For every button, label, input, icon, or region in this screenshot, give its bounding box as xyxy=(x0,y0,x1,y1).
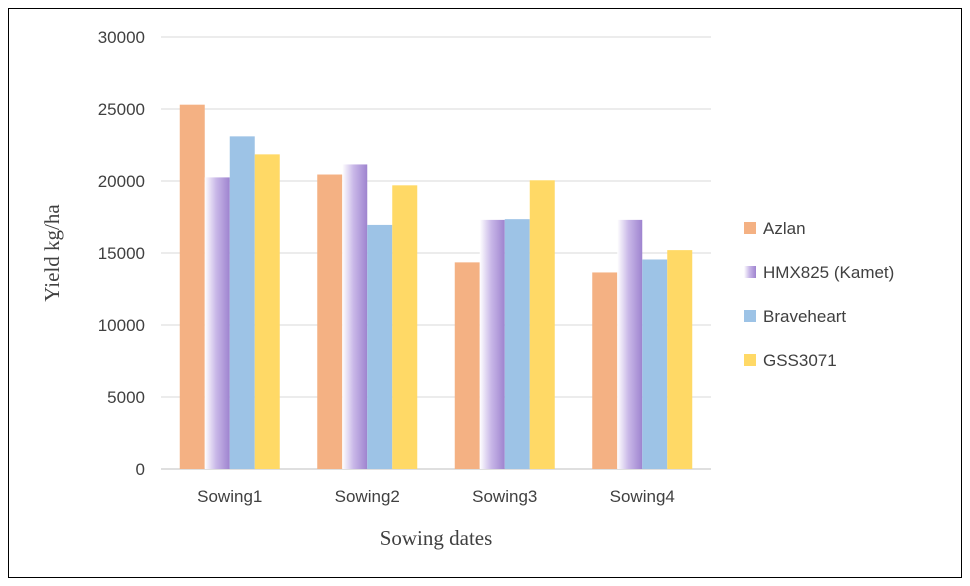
bar-braveheart-sowing4 xyxy=(642,259,668,469)
bar-chart: 0 5000 10000 15000 20000 25000 30000 Sowing1 Sow… xyxy=(40,28,894,550)
y-tick-label: 0 xyxy=(136,460,145,479)
bar-azlan-sowing2 xyxy=(317,174,343,469)
y-tick-label: 20000 xyxy=(98,172,145,191)
legend-label: HMX825 (Kamet) xyxy=(763,263,894,282)
y-tick-label: 30000 xyxy=(98,28,145,47)
bar-gss3071-sowing1 xyxy=(254,154,280,470)
tick-labels: 0 5000 10000 15000 20000 25000 30000 Sowing1 Sow… xyxy=(98,28,675,506)
y-axis-title: Yield kg/ha xyxy=(40,204,64,302)
bar-gss3071-sowing4 xyxy=(667,250,693,469)
bar-hmx825-kamet-sowing2 xyxy=(342,164,368,469)
x-tick-label: Sowing2 xyxy=(335,487,400,506)
legend-swatch xyxy=(744,310,756,322)
y-tick-label: 5000 xyxy=(107,388,145,407)
bar-gss3071-sowing3 xyxy=(529,180,555,469)
bar-hmx825-kamet-sowing3 xyxy=(479,219,505,469)
bar-braveheart-sowing3 xyxy=(504,219,530,469)
bar-braveheart-sowing2 xyxy=(367,224,393,469)
legend-swatch xyxy=(744,222,756,234)
y-tick-label: 15000 xyxy=(98,244,145,263)
x-axis-title: Sowing dates xyxy=(380,526,493,550)
bar-hmx825-kamet-sowing4 xyxy=(617,219,643,469)
bar-hmx825-kamet-sowing1 xyxy=(204,177,230,469)
chart-frame: 0 5000 10000 15000 20000 25000 30000 Sowing1 Sow… xyxy=(8,8,962,578)
y-tick-label: 25000 xyxy=(98,100,145,119)
x-tick-label: Sowing4 xyxy=(610,487,675,506)
legend: Azlan HMX825 (Kamet) Braveheart GSS3071 xyxy=(744,219,894,370)
legend-label: Azlan xyxy=(763,219,806,238)
x-tick-label: Sowing3 xyxy=(472,487,537,506)
bar-gss3071-sowing2 xyxy=(392,185,418,469)
y-tick-label: 10000 xyxy=(98,316,145,335)
legend-swatch xyxy=(744,354,756,366)
legend-swatch xyxy=(744,266,756,278)
legend-label: Braveheart xyxy=(763,307,846,326)
x-tick-label: Sowing1 xyxy=(197,487,262,506)
bar-azlan-sowing3 xyxy=(454,262,480,469)
bar-azlan-sowing1 xyxy=(179,104,205,470)
bar-azlan-sowing4 xyxy=(592,272,618,469)
legend-label: GSS3071 xyxy=(763,351,837,370)
bar-braveheart-sowing1 xyxy=(229,136,255,470)
bars xyxy=(179,104,693,470)
